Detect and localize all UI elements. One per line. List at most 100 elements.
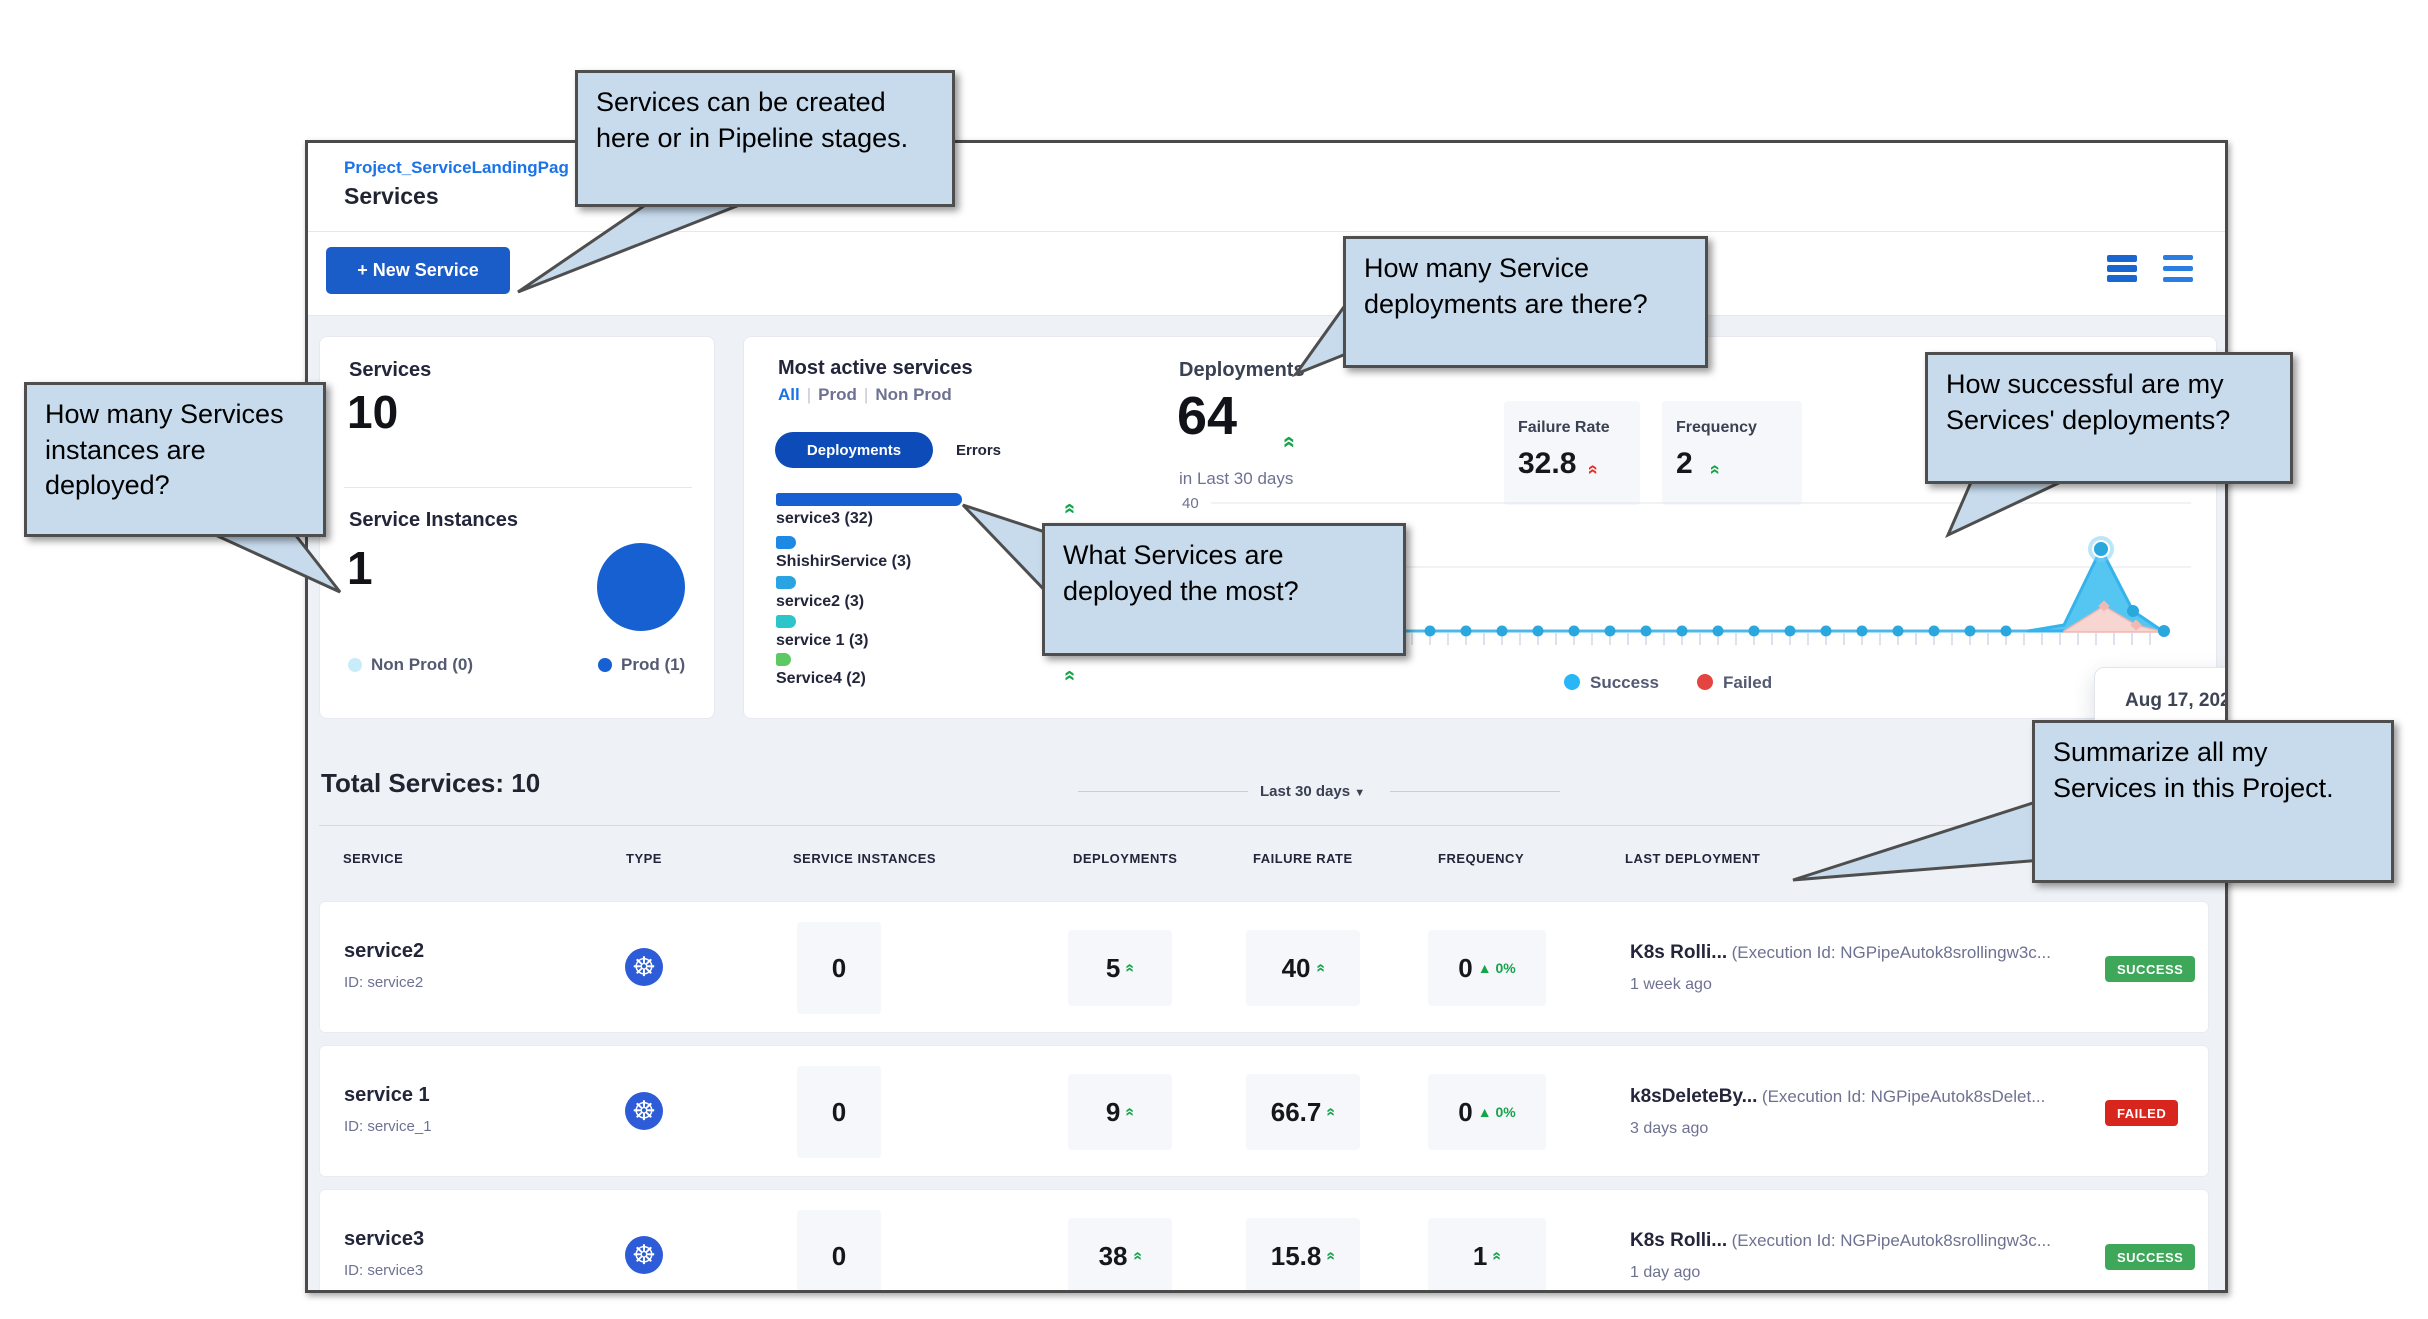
app-window: Project_ServiceLandingPag Services + New… bbox=[305, 140, 2228, 1293]
highlighted-point[interactable] bbox=[2092, 540, 2110, 558]
col-service-instances[interactable]: SERVICE INSTANCES bbox=[793, 851, 937, 866]
deployments-toggle-button[interactable]: Deployments bbox=[775, 432, 933, 468]
filter-nonprod[interactable]: Non Prod bbox=[875, 385, 952, 404]
frequency-cell: 1 ▲ « bbox=[1428, 1218, 1546, 1290]
failed-dot-icon bbox=[1697, 674, 1713, 690]
last-deployment-time: 1 week ago bbox=[1630, 976, 1712, 993]
trend-up-icon: « bbox=[1059, 502, 1082, 515]
time-range-dropdown[interactable]: Last 30 days ▼ bbox=[1260, 783, 1366, 800]
col-service[interactable]: SERVICE bbox=[343, 851, 404, 866]
callout-create-services: Services can be created here or in Pipel… bbox=[575, 70, 955, 207]
frequency-label: Frequency bbox=[1676, 419, 1757, 436]
frequency-stat: Frequency 2 « bbox=[1662, 401, 1802, 505]
status-badge: SUCCESS bbox=[2105, 1244, 2196, 1270]
failure-rate-cell: 66.7 « bbox=[1246, 1074, 1360, 1150]
kubernetes-icon: ☸ bbox=[625, 1236, 663, 1274]
service-id: ID: service_1 bbox=[344, 1118, 432, 1135]
table-row[interactable]: service3 ID: service3 ☸ 0 38« 15.8« 1 ▲ … bbox=[319, 1189, 2209, 1290]
services-count: 10 bbox=[347, 386, 399, 438]
service-id: ID: service3 bbox=[344, 1262, 424, 1279]
page-title: Services bbox=[344, 183, 439, 209]
grid-view-icon[interactable] bbox=[2107, 255, 2137, 282]
kubernetes-icon: ☸ bbox=[625, 1092, 663, 1130]
trend-up-icon: « bbox=[1311, 963, 1329, 973]
bar-label: service3 (32) bbox=[776, 510, 873, 527]
instances-cell: 0 bbox=[797, 1210, 881, 1290]
service-instances-label: Service Instances bbox=[349, 509, 518, 531]
col-last-deployment[interactable]: LAST DEPLOYMENT bbox=[1625, 851, 1761, 866]
failure-rate-value: 32.8 bbox=[1518, 447, 1577, 480]
triangle-up-icon: ▲ bbox=[1477, 1104, 1492, 1120]
legend-failed: Failed bbox=[1697, 673, 1772, 693]
frequency-value: 2 bbox=[1676, 447, 1693, 480]
prod-dot-icon bbox=[598, 658, 612, 672]
services-summary-card: Services 10 Service Instances 1 Non Prod… bbox=[319, 336, 715, 719]
col-frequency[interactable]: FREQUENCY bbox=[1438, 851, 1525, 866]
col-deployments[interactable]: DEPLOYMENTS bbox=[1073, 851, 1178, 866]
service-id: ID: service2 bbox=[344, 974, 424, 991]
legend-nonprod: Non Prod (0) bbox=[348, 655, 473, 675]
trend-up-icon: « bbox=[1488, 1251, 1506, 1261]
callout-summarize: Summarize all my Services in this Projec… bbox=[2032, 720, 2394, 883]
service-name[interactable]: service3 bbox=[344, 1228, 425, 1250]
legend-success: Success bbox=[1564, 673, 1659, 693]
bar-shishirservice bbox=[776, 536, 796, 549]
failed-bump-area bbox=[2063, 605, 2165, 633]
triangle-up-icon: ▲ bbox=[1477, 960, 1492, 976]
last-deployment-cell[interactable]: K8s Rolli... (Execution Id: NGPipeAutok8… bbox=[1630, 1230, 2051, 1251]
bar-service3 bbox=[776, 493, 962, 506]
bar-label: service 1 (3) bbox=[776, 632, 869, 649]
chart-legend: Success Failed bbox=[1564, 673, 1772, 693]
failure-rate-cell: 40 « bbox=[1246, 930, 1360, 1006]
callout-most-deployed: What Services are deployed the most? bbox=[1042, 523, 1406, 656]
table-row[interactable]: service 1 ID: service_1 ☸ 0 9 « 66.7 « 0 ▲… bbox=[319, 1045, 2209, 1177]
failure-rate-label: Failure Rate bbox=[1518, 419, 1610, 436]
legend-prod: Prod (1) bbox=[598, 655, 685, 675]
filter-all[interactable]: All bbox=[778, 385, 800, 404]
env-filter: All | Prod | Non Prod bbox=[778, 385, 952, 404]
service-instances-count: 1 bbox=[347, 542, 373, 594]
status-badge: FAILED bbox=[2105, 1100, 2179, 1126]
bar-label: ShishirService (3) bbox=[776, 553, 912, 570]
last-deployment-time: 3 days ago bbox=[1630, 1120, 1709, 1137]
trend-up-icon: « bbox=[1278, 435, 1304, 449]
filter-prod[interactable]: Prod bbox=[818, 385, 857, 404]
bar-service4 bbox=[776, 653, 791, 666]
last-deployment-cell[interactable]: k8sDeleteBy... (Execution Id: NGPipeAuto… bbox=[1630, 1086, 2046, 1107]
tooltip-date: Aug 17, 2021 bbox=[2125, 690, 2225, 711]
frequency-cell: 0 ▲ 0% « bbox=[1428, 930, 1546, 1006]
bar-label: service2 (3) bbox=[776, 593, 865, 610]
errors-toggle-button[interactable]: Errors bbox=[956, 442, 1002, 459]
deployments-cell: 9 « bbox=[1068, 1074, 1172, 1150]
divider bbox=[308, 315, 2225, 316]
trend-up-icon: « bbox=[1121, 1107, 1139, 1117]
most-active-title: Most active services bbox=[778, 357, 973, 379]
breadcrumb[interactable]: Project_ServiceLandingPag bbox=[344, 158, 569, 177]
service-name[interactable]: service2 bbox=[344, 940, 425, 962]
kubernetes-icon: ☸ bbox=[625, 948, 663, 986]
services-label: Services bbox=[349, 359, 432, 381]
trend-up-icon: « bbox=[1705, 464, 1726, 475]
col-type[interactable]: TYPE bbox=[626, 851, 662, 866]
deployments-count: 64 bbox=[1177, 386, 1238, 446]
callout-deployments-count: How many Service deployments are there? bbox=[1343, 236, 1708, 368]
callout-success: How successful are my Services' deployme… bbox=[1925, 352, 2293, 484]
y-axis-tick: 40 bbox=[1182, 495, 1199, 512]
deployments-cell: 38 « bbox=[1068, 1218, 1172, 1290]
caret-down-icon: ▼ bbox=[1354, 787, 1366, 799]
frequency-cell: 0 ▲ 0% « bbox=[1428, 1074, 1546, 1150]
table-row[interactable]: service2 ID: service2 ☸ 0 5 « 40 « 0 ▲ 0% … bbox=[319, 901, 2209, 1033]
instances-donut-chart bbox=[597, 543, 685, 631]
last-deployment-cell[interactable]: K8s Rolli... (Execution Id: NGPipeAutok8… bbox=[1630, 942, 2051, 963]
trend-up-icon: « bbox=[1583, 464, 1604, 475]
last-deployment-time: 1 day ago bbox=[1630, 1264, 1701, 1281]
failure-rate-cell: 15.8 « bbox=[1246, 1218, 1360, 1290]
bar-label: Service4 (2) bbox=[776, 670, 866, 687]
callout-instances: How many Services instances are deployed… bbox=[24, 382, 326, 537]
bar-service1 bbox=[776, 615, 796, 628]
col-failure-rate[interactable]: FAILURE RATE bbox=[1253, 851, 1353, 866]
service-name[interactable]: service 1 bbox=[344, 1084, 430, 1106]
divider bbox=[344, 487, 692, 488]
list-view-icon[interactable] bbox=[2163, 255, 2193, 282]
new-service-button[interactable]: + New Service bbox=[326, 247, 510, 294]
